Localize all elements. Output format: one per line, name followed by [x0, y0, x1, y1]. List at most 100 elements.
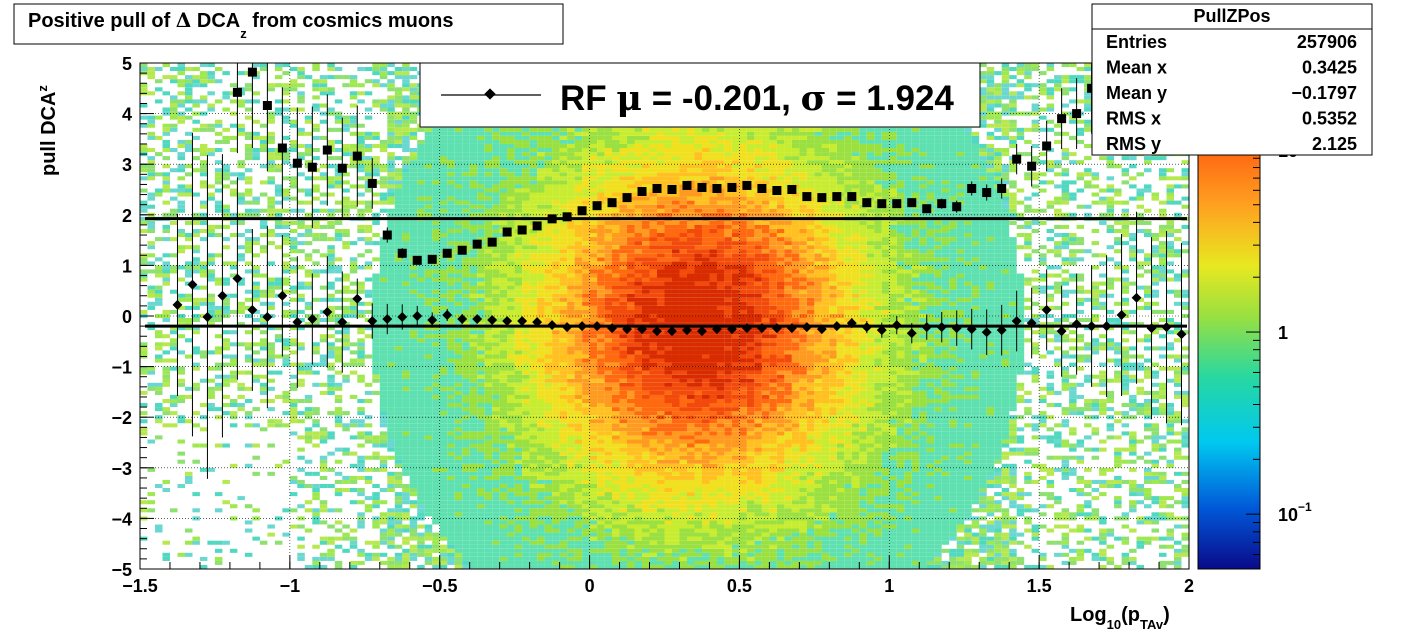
heatmap-cell — [522, 144, 530, 149]
heatmap-cell — [297, 172, 305, 177]
heatmap-cell — [522, 135, 530, 140]
heatmap-cell — [222, 309, 230, 314]
heatmap-cell — [432, 309, 440, 314]
heatmap-cell — [170, 220, 178, 225]
heatmap-cell — [289, 119, 298, 124]
heatmap-cell — [394, 390, 403, 395]
heatmap-cell — [484, 411, 493, 416]
heatmap-cell — [574, 237, 583, 242]
heatmap-cell — [162, 176, 170, 181]
heatmap-cell — [537, 297, 545, 302]
heatmap-cell — [207, 540, 215, 545]
heatmap-cell — [567, 164, 575, 169]
heatmap-cell — [327, 220, 335, 225]
heatmap-cell — [484, 277, 493, 282]
heatmap-cell — [252, 269, 260, 274]
heatmap-cell — [274, 152, 283, 157]
heatmap-cell — [544, 196, 553, 201]
heatmap-cell — [229, 358, 238, 363]
heatmap-cell — [552, 314, 560, 319]
heatmap-cell — [537, 520, 545, 525]
heatmap-cell — [304, 528, 313, 533]
heatmap-cell — [349, 463, 358, 468]
heatmap-cell — [567, 362, 575, 367]
heatmap-cell — [402, 338, 410, 343]
heatmap-cell — [170, 253, 178, 258]
heatmap-cell — [454, 354, 463, 359]
heatmap-cell — [439, 403, 448, 408]
heatmap-cell — [499, 520, 508, 525]
heatmap-cell — [334, 208, 343, 213]
heatmap-cell — [589, 390, 598, 395]
heatmap-cell — [567, 180, 575, 185]
heatmap-cell — [207, 261, 215, 266]
heatmap-cell — [409, 342, 418, 347]
heatmap-cell — [544, 309, 553, 314]
heatmap-cell — [417, 176, 425, 181]
heatmap-cell — [282, 152, 290, 157]
heatmap-cell — [364, 200, 373, 205]
heatmap-cell — [552, 386, 560, 391]
heatmap-cell — [537, 447, 545, 452]
heatmap-cell — [454, 350, 463, 355]
heatmap-cell — [394, 184, 403, 189]
heatmap-cell — [552, 265, 560, 270]
heatmap-cell — [364, 67, 373, 72]
heatmap-cell — [552, 403, 560, 408]
heatmap-cell — [462, 322, 470, 327]
heatmap-cell — [252, 75, 260, 80]
heatmap-cell — [529, 229, 538, 234]
heatmap-cell — [544, 399, 553, 404]
heatmap-cell — [274, 419, 283, 424]
heatmap-cell — [192, 156, 200, 161]
heatmap-cell — [499, 403, 508, 408]
heatmap-cell — [267, 277, 275, 282]
heatmap-cell — [304, 144, 313, 149]
heatmap-cell — [207, 184, 215, 189]
heatmap-cell — [454, 419, 463, 424]
heatmap-cell — [492, 277, 500, 282]
heatmap-cell — [447, 220, 455, 225]
heatmap-cell — [334, 520, 343, 525]
heatmap-cell — [589, 556, 598, 561]
heatmap-cell — [447, 330, 455, 335]
heatmap-cell — [387, 188, 395, 193]
heatmap-cell — [454, 253, 463, 258]
heatmap-cell — [222, 245, 230, 250]
heatmap-cell — [447, 338, 455, 343]
heatmap-cell — [409, 556, 418, 561]
heatmap-cell — [402, 139, 410, 144]
heatmap-cell — [192, 423, 200, 428]
heatmap-cell — [529, 148, 538, 153]
heatmap-cell — [492, 314, 500, 319]
heatmap-cell — [537, 374, 545, 379]
heatmap-cell — [214, 508, 223, 513]
heatmap-cell — [214, 176, 223, 181]
heatmap-cell — [409, 305, 418, 310]
heatmap-cell — [379, 257, 388, 262]
heatmap-cell — [507, 249, 515, 254]
heatmap-cell — [514, 443, 523, 448]
heatmap-cell — [379, 532, 388, 537]
heatmap-cell — [507, 451, 515, 456]
heatmap-cell — [297, 435, 305, 440]
heatmap-cell — [162, 224, 170, 229]
heatmap-cell — [469, 305, 478, 310]
heatmap-cell — [499, 293, 508, 298]
heatmap-cell — [259, 346, 268, 351]
heatmap-cell — [409, 297, 418, 302]
heatmap-cell — [387, 350, 395, 355]
heatmap-cell — [222, 297, 230, 302]
heatmap-cell — [379, 297, 388, 302]
heatmap-cell — [582, 459, 590, 464]
heatmap-cell — [409, 103, 418, 108]
heatmap-cell — [207, 407, 215, 412]
heatmap-cell — [394, 435, 403, 440]
heatmap-cell — [552, 415, 560, 420]
heatmap-cell — [349, 257, 358, 262]
heatmap-cell — [454, 565, 463, 570]
heatmap-cell — [514, 403, 523, 408]
heatmap-cell — [409, 127, 418, 132]
heatmap-cell — [244, 346, 253, 351]
heatmap-cell — [469, 229, 478, 234]
